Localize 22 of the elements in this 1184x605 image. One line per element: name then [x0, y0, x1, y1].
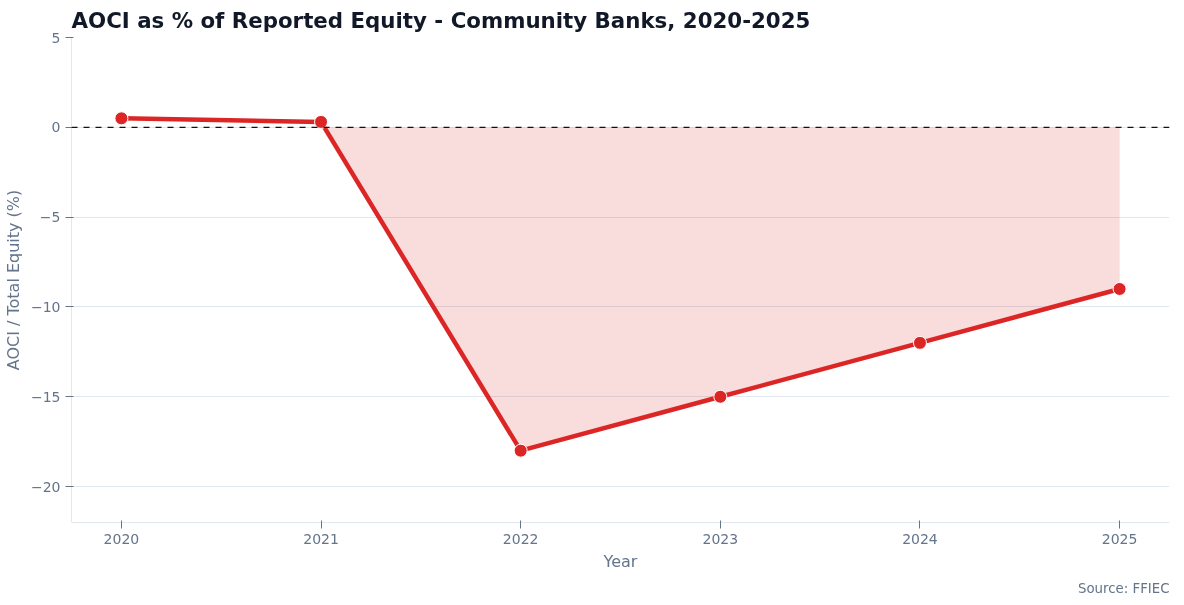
point [114, 111, 129, 126]
x-tick-label: 2022 [502, 530, 539, 547]
point [713, 389, 728, 404]
y-tick-label: −15 [30, 388, 61, 405]
y-axis-title: AOCI / Total Equity (%) [3, 189, 23, 371]
y-tick-label: 5 [51, 29, 61, 46]
y-tick-label: −5 [39, 209, 61, 226]
y-tick-label: 0 [51, 119, 61, 136]
x-tick-label: 2020 [103, 530, 140, 547]
x-tick-label: 2021 [303, 530, 339, 547]
point [912, 335, 927, 350]
point [513, 443, 528, 458]
y-tick-label: −20 [30, 478, 61, 495]
x-tick-label: 2025 [1101, 530, 1138, 547]
x-axis-title: Year [602, 551, 638, 571]
y-tick-label: −10 [30, 298, 61, 315]
point [1112, 281, 1127, 296]
chart-title: AOCI as % of Reported Equity - Community Banks, 2020-2025 [71, 7, 811, 33]
point [314, 114, 329, 129]
source-note: Source: FFIEC [1078, 580, 1170, 596]
x-tick-label: 2023 [702, 530, 739, 547]
x-tick-label: 2024 [902, 530, 938, 547]
